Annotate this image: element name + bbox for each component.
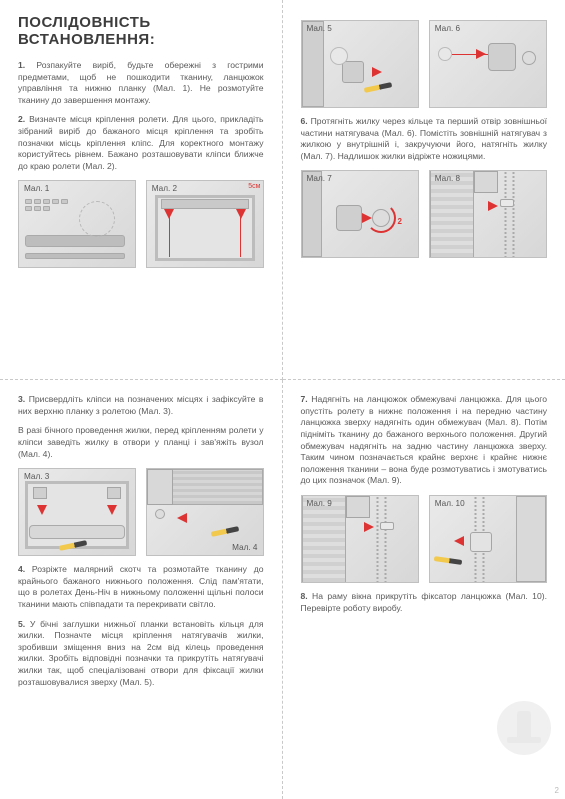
fabric-icon — [430, 171, 474, 257]
quadrant-bottom-right: 7. Надягніть на ланцюжок обмежувачі ланц… — [283, 380, 565, 799]
dim-5cm-label: 5см — [248, 183, 260, 190]
chain-front-icon — [376, 496, 379, 582]
bottom-rail-icon — [25, 253, 125, 259]
figure-8: Мал. 8 — [429, 170, 547, 258]
screwdriver-icon — [363, 82, 391, 93]
chain-limiter-icon — [500, 199, 514, 207]
tensioner-base-icon — [342, 61, 364, 83]
arrow-down-right-icon — [236, 209, 246, 219]
quadrant-bottom-left: 3. Присвердліть кліпси на позначених міс… — [0, 380, 283, 799]
chain-back-icon — [512, 171, 515, 257]
arrow-snap-left-icon — [37, 505, 47, 515]
step-5-body: У бічні заглушки нижньої планки встанові… — [18, 619, 264, 687]
step-7-body: Надягніть на ланцюжок обмежувачі ланцюжк… — [301, 394, 548, 485]
page-number: 2 — [555, 786, 559, 795]
figure-2: Мал. 2 5см — [146, 180, 264, 268]
watermark-logo-icon — [497, 701, 551, 755]
small-parts-icon — [25, 199, 73, 211]
tensioner-ring-icon — [330, 47, 348, 65]
step-8-num: 8. — [301, 591, 308, 601]
quadrant-top-right: Мал. 5 Мал. 6 6. Протягніть жилку через … — [283, 0, 565, 380]
figure-7: Мал. 7 2 — [301, 170, 419, 258]
step-8-text: 8. На раму вікна прикрутіть фіксатор лан… — [301, 591, 548, 614]
ring-icon — [438, 47, 452, 61]
figure-6: Мал. 6 — [429, 20, 547, 108]
step-2-text: 2. Визначте місця кріплення ролети. Для … — [18, 114, 264, 172]
figure-1: Мал. 1 — [18, 180, 136, 268]
endcap-icon — [346, 496, 370, 518]
top-rail-icon — [25, 235, 125, 247]
step-6-body: Протягніть жилку через кільце та перший … — [301, 116, 548, 161]
figure-5: Мал. 5 — [301, 20, 419, 108]
step-3b-text: В разі бічного проведення жилки, перед к… — [18, 425, 264, 460]
figure-10: Мал. 10 — [429, 495, 547, 583]
step-4-body: Розріжте малярний скотч та розмотайте тк… — [18, 564, 264, 609]
figure-6-label: Мал. 6 — [435, 24, 460, 33]
figure-row-3-4: Мал. 3 Мал. 4 — [18, 468, 264, 556]
guide-ring-icon — [155, 509, 165, 519]
figure-5-label: Мал. 5 — [307, 24, 332, 33]
frame-edge-icon — [302, 171, 322, 257]
quadrant-top-left: ПОСЛІДОВНІСТЬ ВСТАНОВЛЕННЯ: 1. Розпакуйт… — [0, 0, 283, 380]
figure-row-7-8: Мал. 7 2 Мал. 8 — [301, 170, 548, 258]
screwdriver-icon — [211, 526, 239, 537]
step-1-text: 1. Розпакуйте виріб, будьте обережні з г… — [18, 60, 264, 106]
figure-1-label: Мал. 1 — [24, 184, 49, 193]
mounted-rail-icon — [161, 199, 249, 209]
fabric-icon — [302, 496, 346, 582]
arrow-insert-icon — [362, 213, 372, 223]
figure-row-1-2: Мал. 1 Мал. 2 5см — [18, 180, 264, 268]
chain-front-icon — [504, 171, 507, 257]
arrow-assemble-icon — [372, 67, 382, 77]
clip-left-icon — [33, 487, 47, 499]
step-4-text: 4. Розріжте малярний скотч та розмотайте… — [18, 564, 264, 610]
figure-row-5-6: Мал. 5 Мал. 6 — [301, 20, 548, 108]
figure-7-label: Мал. 7 — [307, 174, 332, 183]
figure-9: Мал. 9 — [301, 495, 419, 583]
arrow-thread-icon — [177, 513, 187, 523]
step-2-body: Визначте місця кріплення ролети. Для цьо… — [18, 114, 264, 170]
step-3-body: Присвердліть кліпси на позначених місцях… — [18, 394, 264, 416]
screwdriver-icon — [434, 556, 462, 565]
chain-limiter-back-icon — [380, 522, 394, 530]
step-6-text: 6. Протягніть жилку через кільце та перш… — [301, 116, 548, 162]
page-title: ПОСЛІДОВНІСТЬ ВСТАНОВЛЕННЯ: — [18, 14, 264, 48]
endcap-icon — [474, 171, 498, 193]
roller-tube-icon — [29, 525, 125, 539]
step-7-text: 7. Надягніть на ланцюжок обмежувачі ланц… — [301, 394, 548, 487]
inner-tensioner-icon — [522, 51, 536, 65]
arrow-down-left-icon — [164, 209, 174, 219]
step-1-body: Розпакуйте виріб, будьте обережні з гост… — [18, 60, 264, 105]
arrow-limiter-icon — [364, 522, 374, 532]
step-6-num: 6. — [301, 116, 308, 126]
rotate-count-label: 2 — [398, 217, 402, 226]
clip-right-icon — [107, 487, 121, 499]
arrow-fix-icon — [454, 536, 464, 546]
arrow-snap-right-icon — [107, 505, 117, 515]
tensioner-mounted-icon — [336, 205, 362, 231]
step-7-num: 7. — [301, 394, 308, 404]
figure-3: Мал. 3 — [18, 468, 136, 556]
figure-8-label: Мал. 8 — [435, 174, 460, 183]
figure-row-9-10: Мал. 9 Мал. 10 — [301, 495, 548, 583]
chain-back-icon — [384, 496, 387, 582]
figure-2-label: Мал. 2 — [152, 184, 177, 193]
figure-4: Мал. 4 — [146, 468, 264, 556]
arrow-limiter-icon — [488, 201, 498, 211]
outer-tensioner-icon — [488, 43, 516, 71]
roll-icon — [79, 201, 115, 237]
arrow-right-icon — [476, 49, 486, 59]
endcap-closeup-icon — [147, 469, 173, 505]
frame-edge-icon — [302, 21, 324, 107]
figure-3-label: Мал. 3 — [24, 472, 49, 481]
frame-side-icon — [516, 496, 546, 582]
step-8-body: На раму вікна прикрутіть фіксатор ланцюж… — [301, 591, 548, 613]
figure-4-label: Мал. 4 — [232, 543, 257, 552]
step-3-text: 3. Присвердліть кліпси на позначених міс… — [18, 394, 264, 417]
chain-holder-icon — [470, 532, 492, 552]
figure-10-label: Мал. 10 — [435, 499, 465, 508]
step-5-text: 5. У бічні заглушки нижньої планки встан… — [18, 619, 264, 689]
figure-9-label: Мал. 9 — [307, 499, 332, 508]
page: ПОСЛІДОВНІСТЬ ВСТАНОВЛЕННЯ: 1. Розпакуйт… — [0, 0, 565, 799]
